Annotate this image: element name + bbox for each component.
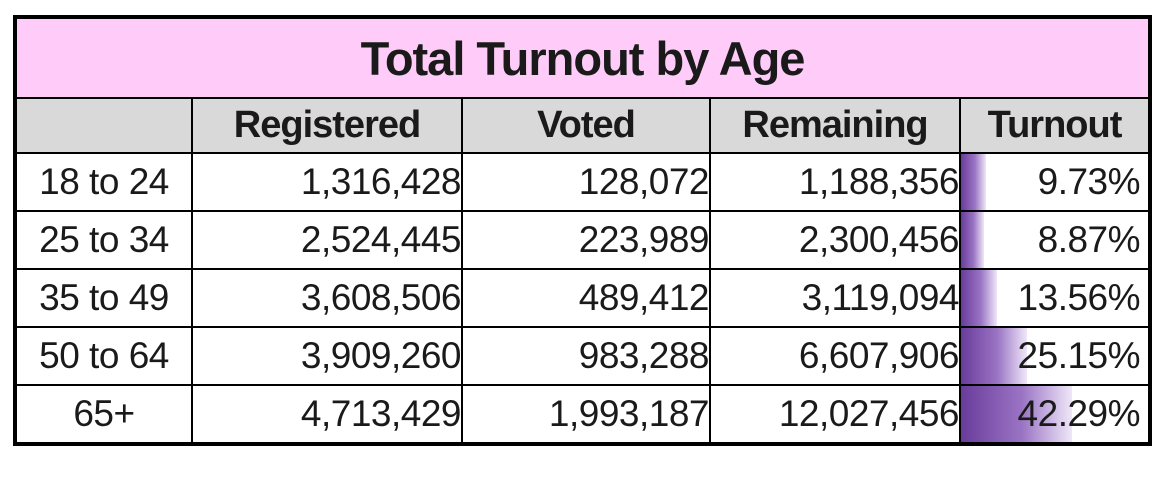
voted-cell: 223,989 [461,210,711,270]
age-cell: 35 to 49 [14,268,193,328]
turnout-value: 9.73% [1037,161,1141,202]
remaining-cell: 1,188,356 [709,152,961,212]
voted-cell: 489,412 [461,268,711,328]
turnout-databar [962,329,1027,383]
header-voted: Voted [461,97,711,154]
remaining-cell: 12,027,456 [709,384,961,445]
remaining-cell: 2,300,456 [709,210,961,270]
table-row: 50 to 64 3,909,260 983,288 6,607,906 25.… [14,326,1152,386]
table-row: 65+ 4,713,429 1,993,187 12,027,456 42.29… [14,384,1152,445]
remaining-cell: 3,119,094 [709,268,961,328]
voted-cell: 983,288 [461,326,711,386]
age-cell: 18 to 24 [14,152,193,212]
voted-cell: 1,993,187 [461,384,711,445]
registered-cell: 3,909,260 [191,326,463,386]
turnout-databar [962,213,985,267]
registered-cell: 3,608,506 [191,268,463,328]
remaining-cell: 6,607,906 [709,326,961,386]
table-title-row: Total Turnout by Age [13,16,1152,99]
header-age [14,97,193,154]
turnout-cell: 42.29% [958,384,1152,445]
turnout-databar [962,387,1072,442]
turnout-cell: 9.73% [958,152,1152,212]
turnout-value: 25.15% [1017,335,1141,376]
table-title: Total Turnout by Age [13,16,1152,99]
header-turnout: Turnout [958,97,1152,154]
turnout-value: 42.29% [1017,393,1141,434]
age-cell: 25 to 34 [14,210,193,270]
turnout-cell: 13.56% [958,268,1152,328]
table-header-row: Registered Voted Remaining Turnout [14,97,1152,154]
age-cell: 65+ [14,384,193,445]
turnout-value: 8.87% [1037,219,1141,260]
turnout-by-age-table: Total Turnout by Age Registered Voted Re… [13,15,1153,446]
table-row: 18 to 24 1,316,428 128,072 1,188,356 9.7… [14,152,1152,212]
table-row: 25 to 34 2,524,445 223,989 2,300,456 8.8… [14,210,1152,270]
turnout-cell: 8.87% [958,210,1152,270]
registered-cell: 1,316,428 [191,152,463,212]
turnout-value: 13.56% [1017,277,1141,318]
registered-cell: 2,524,445 [191,210,463,270]
header-registered: Registered [191,97,463,154]
turnout-cell: 25.15% [958,326,1152,386]
table-row: 35 to 49 3,608,506 489,412 3,119,094 13.… [14,268,1152,328]
header-remaining: Remaining [709,97,961,154]
age-cell: 50 to 64 [14,326,193,386]
turnout-databar [962,155,987,209]
voted-cell: 128,072 [461,152,711,212]
registered-cell: 4,713,429 [191,384,463,445]
turnout-databar [962,271,997,325]
